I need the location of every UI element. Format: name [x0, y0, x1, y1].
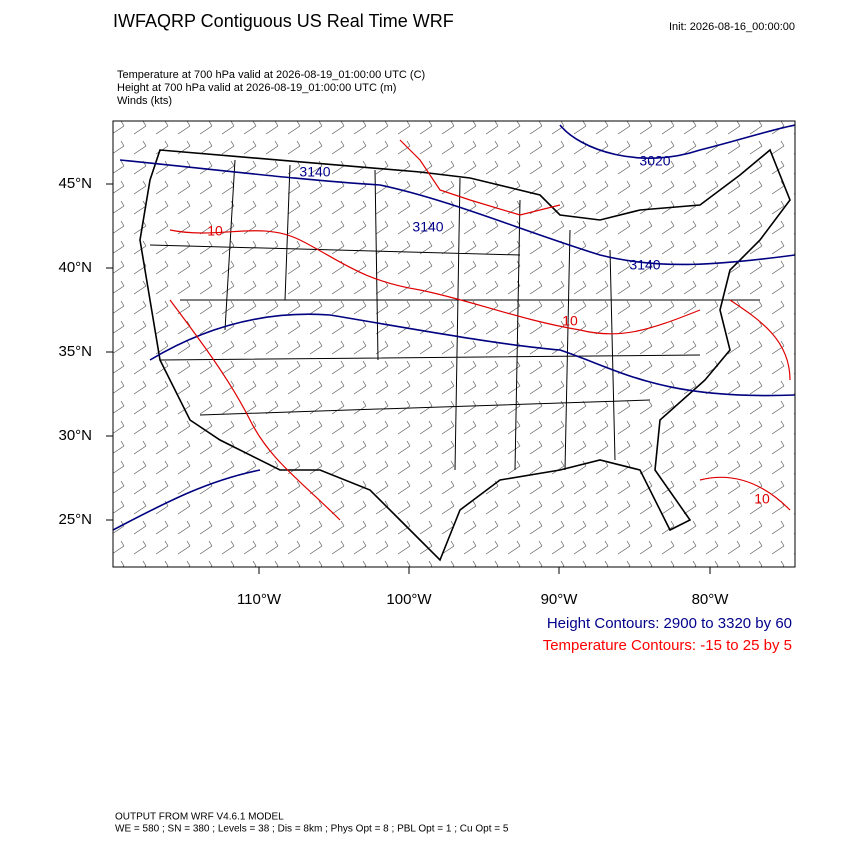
- lon-label: 80°W: [692, 591, 730, 608]
- map-frame: [112, 120, 796, 568]
- field-label: Height at 700 hPa valid at 2026-08-19_01…: [117, 82, 396, 94]
- height-contour-label: 3140: [299, 164, 330, 180]
- temperature-contour-label: 10: [562, 313, 578, 329]
- lon-label: 90°W: [541, 591, 579, 608]
- wind-barbs: [113, 121, 795, 567]
- lon-label: 100°W: [386, 591, 432, 608]
- state-lines: [149, 159, 760, 471]
- temperature-contours: [169, 139, 791, 521]
- lon-label: 110°W: [237, 591, 282, 608]
- temperature-contour-label: 10: [754, 491, 770, 507]
- lat-label: 25°N: [58, 511, 92, 528]
- temperature-contour-label: 10: [207, 223, 223, 239]
- field-label: Temperature at 700 hPa valid at 2026-08-…: [117, 69, 425, 81]
- height-contours: [113, 124, 795, 531]
- lat-label: 45°N: [58, 175, 92, 192]
- height-contour-label: 3140: [412, 219, 443, 235]
- init-time: Init: 2026-08-16_00:00:00: [669, 21, 795, 33]
- height-contour-label: 3140: [629, 257, 660, 273]
- footer-line: WE = 580 ; SN = 380 ; Levels = 38 ; Dis …: [115, 824, 509, 835]
- footer-line: OUTPUT FROM WRF V4.6.1 MODEL: [115, 812, 284, 823]
- title: IWFAQRP Contiguous US Real Time WRF: [113, 11, 454, 31]
- map-area: [113, 121, 795, 567]
- temperature-legend: Temperature Contours: -15 to 25 by 5: [543, 637, 792, 654]
- lat-label: 35°N: [58, 343, 92, 360]
- country-outline: [139, 148, 791, 562]
- height-contour-label: 3020: [639, 153, 670, 169]
- height-legend: Height Contours: 2900 to 3320 by 60: [547, 615, 792, 632]
- lat-label: 40°N: [58, 259, 92, 276]
- field-label: Winds (kts): [117, 95, 172, 107]
- lat-label: 30°N: [58, 427, 92, 444]
